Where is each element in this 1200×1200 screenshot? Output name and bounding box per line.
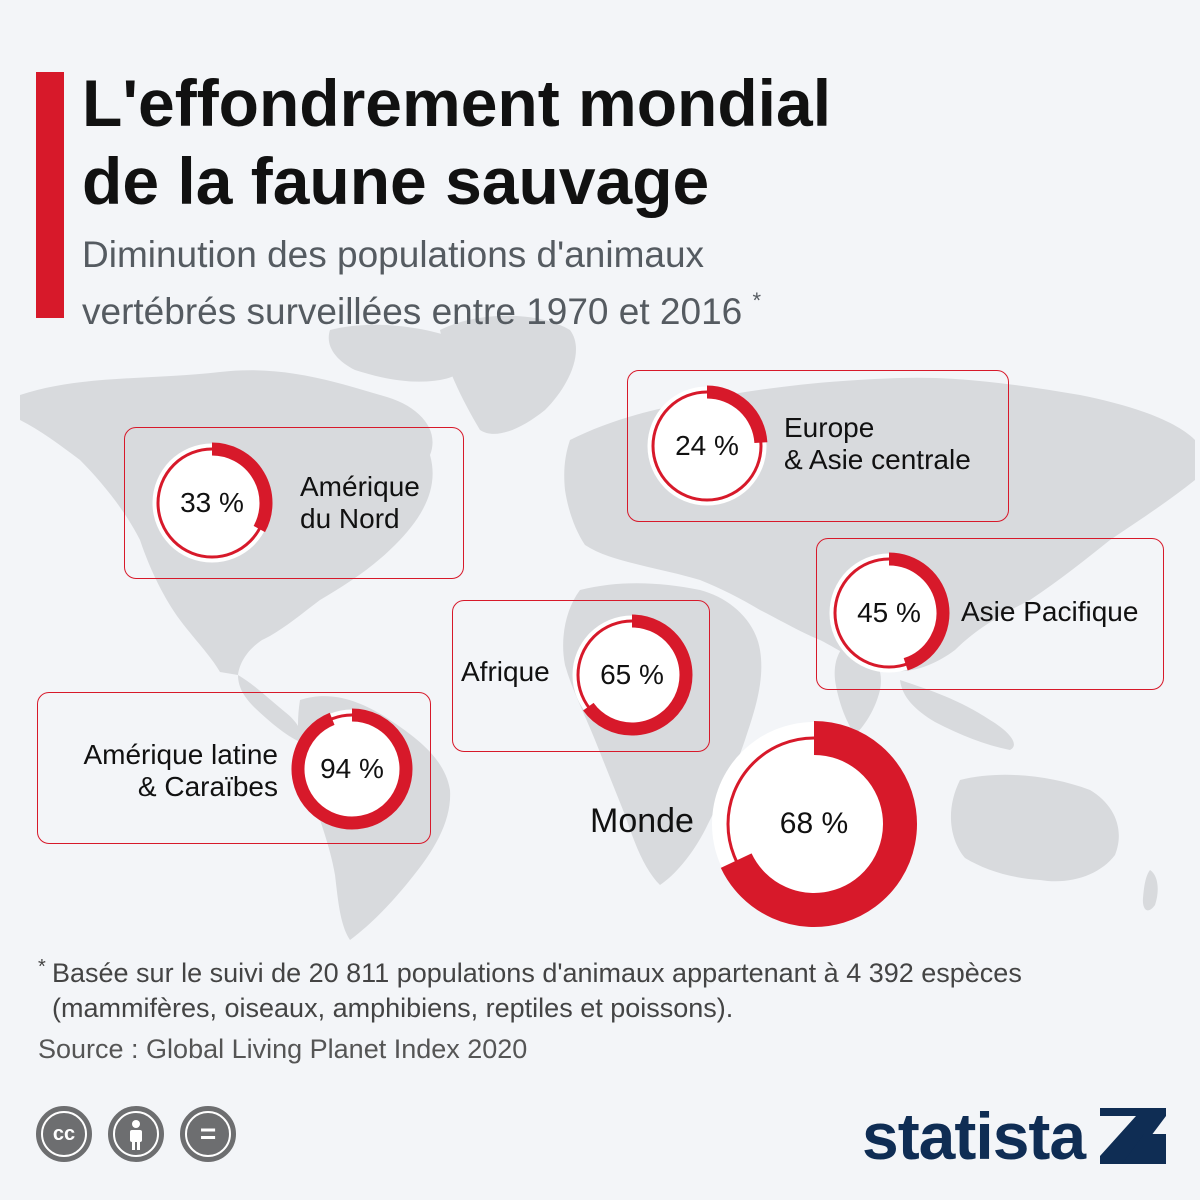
subtitle-line-1: Diminution des populations d'animaux bbox=[82, 234, 705, 275]
region-box-latin-america bbox=[37, 692, 431, 844]
label-europe-central-asia: Europe & Asie centrale bbox=[784, 412, 971, 476]
label-africa-line-1: Afrique bbox=[461, 656, 550, 687]
donut-bg-latin-america bbox=[292, 709, 412, 829]
region-box-europe-central-asia bbox=[627, 370, 1009, 522]
value-label-north-america: 33 % bbox=[180, 487, 244, 518]
region-box-africa bbox=[452, 600, 710, 752]
cc-icon[interactable]: cc bbox=[36, 1106, 92, 1162]
value-label-world: 68 % bbox=[779, 807, 849, 840]
region-box-north-america bbox=[124, 427, 464, 579]
subtitle-line-2: vertébrés surveillées entre 1970 et 2016… bbox=[82, 278, 761, 335]
statista-logo[interactable]: statista bbox=[862, 1099, 1086, 1173]
label-asia-pacific: Asie Pacifique bbox=[961, 596, 1138, 628]
donut-bg-europe-central-asia bbox=[647, 386, 767, 506]
chart-subtitle: Diminution des populations d'animaux ver… bbox=[82, 232, 761, 335]
attribution-person-glyph bbox=[130, 1120, 142, 1150]
label-north-america-line-2: du Nord bbox=[300, 503, 400, 534]
label-africa: Afrique bbox=[461, 656, 550, 688]
label-north-america: Amérique du Nord bbox=[300, 471, 420, 535]
no-derivatives-icon-text: = bbox=[199, 1118, 217, 1149]
donut-slice-africa bbox=[583, 614, 693, 736]
donut-slice-europe-central-asia bbox=[706, 385, 768, 444]
title-line-1: L'effondrement mondial bbox=[82, 66, 832, 140]
donut-bg-north-america bbox=[152, 443, 272, 563]
label-latin-america: Amérique latine & Caraïbes bbox=[56, 739, 278, 803]
value-label-africa: 65 % bbox=[600, 659, 664, 690]
statista-logo-icon bbox=[1100, 1108, 1166, 1164]
value-label-asia-pacific: 45 % bbox=[857, 597, 921, 628]
attribution-icon[interactable] bbox=[108, 1106, 164, 1162]
donut-bg-asia-pacific bbox=[829, 553, 949, 673]
cc-icon-text: cc bbox=[52, 1123, 76, 1145]
value-label-latin-america: 94 % bbox=[320, 753, 384, 784]
label-world: Monde bbox=[590, 802, 694, 840]
donut-slice-world bbox=[720, 721, 917, 927]
region-box-asia-pacific bbox=[816, 538, 1164, 690]
subtitle-line-2-text: vertébrés surveillées entre 1970 et 2016 bbox=[82, 291, 743, 332]
source-note: Source : Global Living Planet Index 2020 bbox=[38, 1034, 528, 1064]
no-derivatives-icon[interactable]: = bbox=[180, 1106, 236, 1162]
label-north-america-line-1: Amérique bbox=[300, 471, 420, 502]
label-asia-pacific-line-1: Asie Pacifique bbox=[961, 596, 1139, 627]
footnote-marker: * bbox=[38, 956, 46, 978]
subtitle-footnote-marker: * bbox=[752, 288, 762, 313]
chart-title: L'effondrement mondial de la faune sauva… bbox=[82, 64, 1082, 220]
donut-slice-north-america bbox=[211, 442, 273, 533]
label-europe-line-2: & Asie centrale bbox=[784, 444, 971, 475]
value-label-europe-central-asia: 24 % bbox=[675, 430, 739, 461]
accent-bar bbox=[36, 72, 64, 318]
title-line-2: de la faune sauvage bbox=[82, 144, 710, 218]
footnote-line-1: Basée sur le suivi de 20 811 populations… bbox=[52, 958, 1022, 988]
donut-slice-asia-pacific bbox=[888, 552, 950, 671]
donut-slice-latin-america bbox=[291, 708, 413, 830]
label-latin-america-line-2: & Caraïbes bbox=[137, 771, 278, 802]
label-latin-america-line-1: Amérique latine bbox=[83, 739, 278, 770]
footnote: * Basée sur le suivi de 20 811 populatio… bbox=[38, 956, 1022, 1026]
footnote-line-2: (mammifères, oiseaux, amphibiens, reptil… bbox=[52, 993, 734, 1023]
donut-bg-africa bbox=[572, 615, 692, 735]
label-europe-line-1: Europe bbox=[784, 412, 875, 443]
